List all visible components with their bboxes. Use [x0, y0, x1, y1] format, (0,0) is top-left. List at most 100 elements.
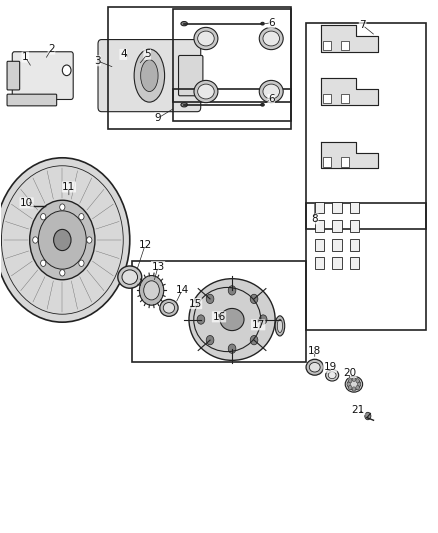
- Circle shape: [41, 214, 46, 220]
- Text: 7: 7: [359, 20, 366, 30]
- Ellipse shape: [181, 21, 187, 26]
- Bar: [315, 202, 324, 214]
- Circle shape: [356, 379, 359, 383]
- Circle shape: [197, 315, 205, 324]
- Circle shape: [228, 286, 236, 295]
- Bar: [341, 94, 349, 103]
- Circle shape: [206, 294, 214, 304]
- Ellipse shape: [220, 309, 244, 330]
- Bar: [341, 157, 349, 167]
- Polygon shape: [321, 25, 378, 52]
- Text: 13: 13: [152, 262, 165, 271]
- Text: 19: 19: [323, 362, 337, 372]
- Ellipse shape: [118, 266, 142, 288]
- Circle shape: [347, 382, 350, 386]
- Text: 2: 2: [48, 44, 55, 54]
- Bar: [332, 239, 342, 251]
- Ellipse shape: [261, 103, 264, 106]
- Ellipse shape: [198, 84, 214, 99]
- Text: 18: 18: [308, 346, 321, 357]
- Bar: [306, 203, 426, 330]
- Ellipse shape: [122, 270, 138, 284]
- Ellipse shape: [309, 362, 320, 372]
- Circle shape: [365, 413, 371, 419]
- Ellipse shape: [328, 372, 336, 378]
- Bar: [315, 257, 324, 269]
- Bar: [332, 202, 342, 214]
- Circle shape: [349, 379, 352, 383]
- FancyBboxPatch shape: [179, 55, 203, 96]
- Text: 6: 6: [268, 18, 275, 28]
- Circle shape: [349, 385, 352, 390]
- Text: 20: 20: [343, 368, 356, 377]
- Circle shape: [79, 214, 84, 220]
- Circle shape: [30, 200, 95, 280]
- Bar: [323, 41, 331, 50]
- FancyBboxPatch shape: [12, 52, 73, 100]
- Ellipse shape: [194, 80, 218, 103]
- Ellipse shape: [325, 369, 339, 381]
- FancyBboxPatch shape: [98, 39, 201, 112]
- Ellipse shape: [141, 60, 158, 92]
- Bar: [323, 157, 331, 167]
- Bar: [306, 22, 426, 229]
- Ellipse shape: [277, 319, 283, 333]
- Circle shape: [0, 158, 130, 322]
- Circle shape: [259, 315, 267, 324]
- Text: 21: 21: [352, 405, 365, 415]
- Circle shape: [39, 211, 86, 269]
- Text: 3: 3: [94, 56, 100, 66]
- Circle shape: [79, 260, 84, 266]
- Ellipse shape: [134, 49, 165, 102]
- Circle shape: [228, 344, 236, 353]
- Circle shape: [62, 65, 71, 76]
- Ellipse shape: [189, 279, 275, 360]
- Circle shape: [356, 385, 359, 390]
- Ellipse shape: [160, 300, 178, 317]
- Text: 9: 9: [155, 113, 161, 123]
- Circle shape: [60, 204, 65, 211]
- Circle shape: [41, 260, 46, 266]
- Ellipse shape: [261, 22, 264, 25]
- Bar: [341, 41, 349, 50]
- Text: 10: 10: [20, 198, 33, 208]
- Text: 14: 14: [175, 285, 189, 295]
- Text: 4: 4: [120, 50, 127, 59]
- Bar: [332, 257, 342, 269]
- Text: 17: 17: [251, 320, 265, 330]
- Polygon shape: [321, 78, 378, 105]
- Ellipse shape: [263, 31, 279, 46]
- Bar: [108, 7, 291, 128]
- Circle shape: [53, 229, 71, 251]
- Ellipse shape: [181, 103, 187, 107]
- Polygon shape: [321, 142, 378, 168]
- Circle shape: [144, 281, 159, 300]
- Bar: [332, 220, 342, 232]
- Bar: [173, 10, 291, 102]
- Text: 8: 8: [311, 214, 318, 224]
- Bar: [323, 94, 331, 103]
- Text: 1: 1: [22, 52, 28, 62]
- Bar: [315, 220, 324, 232]
- Bar: [350, 220, 359, 232]
- Circle shape: [250, 294, 258, 304]
- Text: 5: 5: [144, 50, 151, 59]
- Circle shape: [250, 335, 258, 345]
- Text: 11: 11: [62, 182, 75, 192]
- Ellipse shape: [259, 27, 283, 50]
- Ellipse shape: [194, 27, 218, 50]
- Circle shape: [87, 237, 92, 243]
- Ellipse shape: [259, 80, 283, 103]
- Text: 12: 12: [138, 240, 152, 251]
- Circle shape: [352, 377, 356, 382]
- Bar: [173, 89, 291, 120]
- Circle shape: [139, 276, 164, 305]
- Bar: [350, 239, 359, 251]
- Bar: [315, 239, 324, 251]
- Ellipse shape: [306, 359, 323, 375]
- FancyBboxPatch shape: [7, 61, 20, 90]
- Text: 16: 16: [212, 312, 226, 322]
- Text: 6: 6: [268, 94, 275, 104]
- Ellipse shape: [347, 378, 360, 390]
- Ellipse shape: [198, 31, 214, 46]
